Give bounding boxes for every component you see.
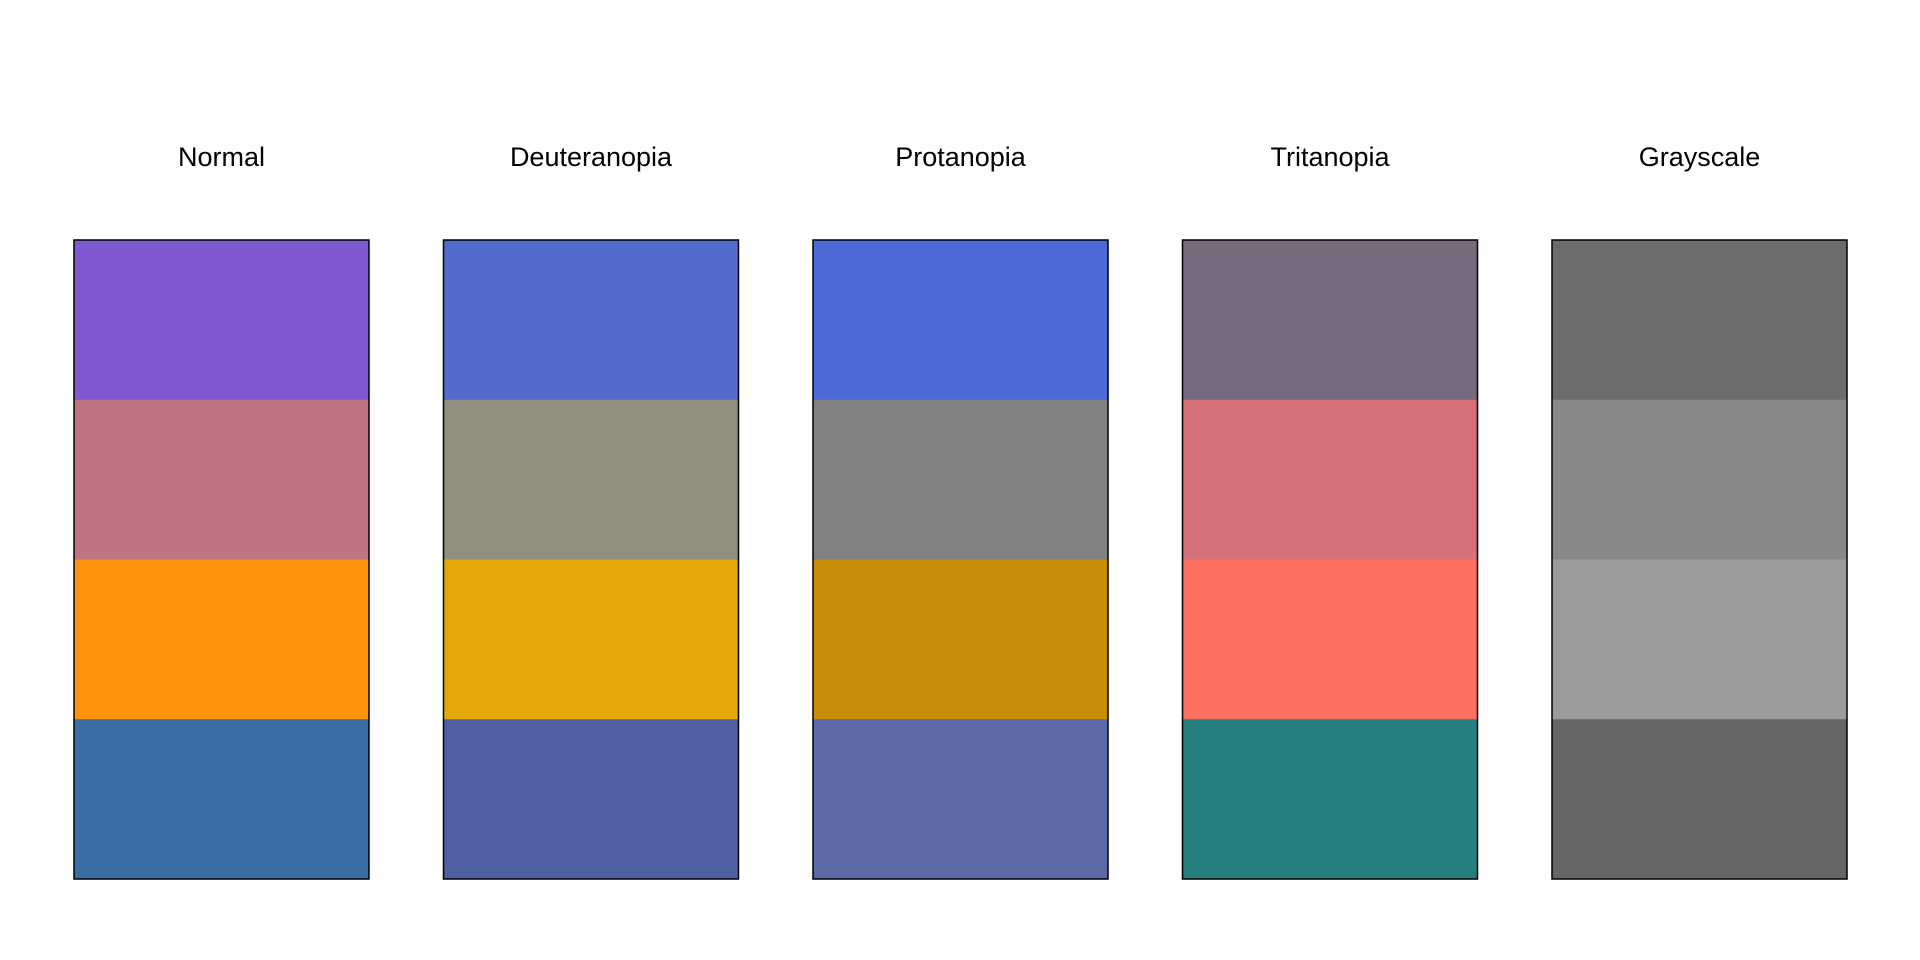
- color-swatch: [813, 719, 1108, 880]
- color-swatch: [443, 399, 739, 560]
- panel-border: [442, 239, 740, 880]
- color-swatch: [1182, 399, 1478, 560]
- panel-border: [812, 239, 1109, 880]
- color-swatch: [813, 240, 1108, 401]
- color-swatch: [74, 240, 369, 401]
- color-swatch: [1552, 719, 1847, 880]
- color-swatch: [1182, 559, 1478, 720]
- color-swatch: [74, 559, 369, 720]
- panel-border: [1181, 239, 1479, 880]
- panel-title: Tritanopia: [1270, 142, 1390, 172]
- panel-title: Deuteranopia: [510, 142, 673, 172]
- color-swatch: [813, 399, 1108, 560]
- color-swatch: [1182, 719, 1478, 880]
- color-swatch: [1552, 240, 1847, 401]
- panel-title: Protanopia: [895, 142, 1027, 172]
- color-swatch: [443, 559, 739, 720]
- color-swatch: [443, 240, 739, 401]
- color-swatch: [443, 719, 739, 880]
- color-swatch: [813, 559, 1108, 720]
- color-swatch: [74, 399, 369, 560]
- color-swatch: [1552, 399, 1847, 560]
- color-swatch: [74, 719, 369, 880]
- panel-title: Normal: [178, 142, 265, 172]
- color-swatch: [1182, 240, 1478, 401]
- panel-title: Grayscale: [1639, 142, 1761, 172]
- panel-border: [1551, 239, 1848, 880]
- color-swatch: [1552, 559, 1847, 720]
- panel-border: [73, 239, 370, 880]
